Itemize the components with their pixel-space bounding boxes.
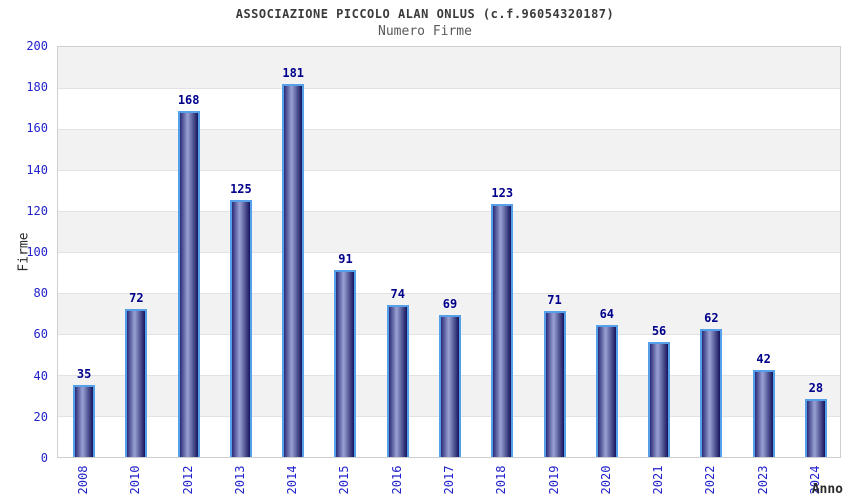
bar	[700, 329, 723, 457]
x-tick-label: 2013	[232, 465, 247, 495]
bar	[125, 308, 148, 457]
bar-value-label: 28	[808, 381, 824, 396]
gridline	[58, 88, 840, 89]
bar-value-label: 69	[442, 296, 458, 311]
bar-value-label: 35	[76, 366, 92, 381]
bar	[229, 199, 252, 457]
x-tick-label: 2008	[76, 465, 91, 495]
bar	[439, 314, 461, 457]
y-tick-label: 0	[40, 451, 48, 465]
plot-band	[58, 170, 840, 211]
gridline	[58, 211, 840, 212]
gridline	[58, 170, 840, 171]
plot-band	[58, 129, 840, 170]
y-tick-label: 120	[26, 203, 48, 218]
bar	[648, 341, 671, 457]
y-tick-label: 20	[33, 409, 48, 424]
x-tick-label: 2015	[337, 465, 352, 495]
gridline	[58, 293, 840, 294]
bar	[595, 325, 618, 457]
bar-value-label: 91	[338, 251, 353, 266]
bar-value-label: 71	[547, 292, 562, 307]
bar-value-label: 74	[390, 286, 405, 301]
plot-band	[58, 211, 840, 252]
y-tick-label: 40	[33, 368, 48, 383]
bar-value-label: 181	[282, 66, 305, 81]
x-tick-label: 2018	[494, 465, 509, 495]
y-tick-label: 60	[33, 327, 48, 342]
bar-value-label: 42	[756, 352, 771, 367]
plot-area: 35 72 168 125 181 91 74 69 123 71 64 56 62 42 28	[57, 46, 841, 458]
x-tick-label: 2010	[128, 465, 143, 495]
bar-value-label: 62	[704, 311, 719, 326]
x-tick-label: 2014	[285, 465, 300, 495]
x-tick-label: 2019	[546, 465, 561, 495]
bar	[752, 370, 775, 457]
bar	[177, 110, 200, 457]
bar-value-label: 168	[177, 92, 200, 107]
y-tick-label: 140	[26, 162, 48, 177]
bar-value-label: 64	[599, 307, 615, 322]
bar-value-label: 125	[230, 181, 252, 196]
bar-value-label: 123	[491, 185, 514, 200]
bar	[282, 84, 305, 457]
bar	[334, 269, 357, 457]
x-tick-label: 2012	[180, 465, 195, 495]
chart-title: ASSOCIAZIONE PICCOLO ALAN ONLUS (c.f.960…	[235, 7, 615, 21]
y-tick-label: 100	[26, 245, 48, 259]
bar-value-label: 72	[129, 290, 144, 305]
y-tick-label: 200	[26, 39, 48, 53]
x-tick-label: 2023	[755, 465, 770, 495]
x-axis-label: Anno	[811, 482, 843, 497]
bar	[386, 304, 409, 457]
bar	[543, 310, 566, 457]
chart-subtitle: Numero Firme	[378, 24, 472, 39]
y-tick-label: 180	[26, 80, 48, 95]
plot-band	[58, 252, 840, 293]
bar	[804, 399, 827, 457]
x-tick-label: 2017	[442, 465, 456, 495]
bar-value-label: 56	[651, 323, 667, 338]
plot-band	[58, 88, 840, 129]
gridline	[58, 252, 840, 253]
x-tick-label: 2016	[389, 465, 404, 495]
y-tick-label: 160	[26, 121, 48, 136]
x-tick-label: 2021	[651, 465, 666, 495]
plot-band	[58, 47, 840, 88]
bar	[491, 203, 514, 457]
x-tick-label: 2020	[598, 465, 613, 495]
gridline	[58, 129, 840, 130]
x-tick-label: 2022	[703, 465, 718, 495]
y-tick-label: 80	[33, 286, 48, 301]
bar	[73, 384, 96, 457]
